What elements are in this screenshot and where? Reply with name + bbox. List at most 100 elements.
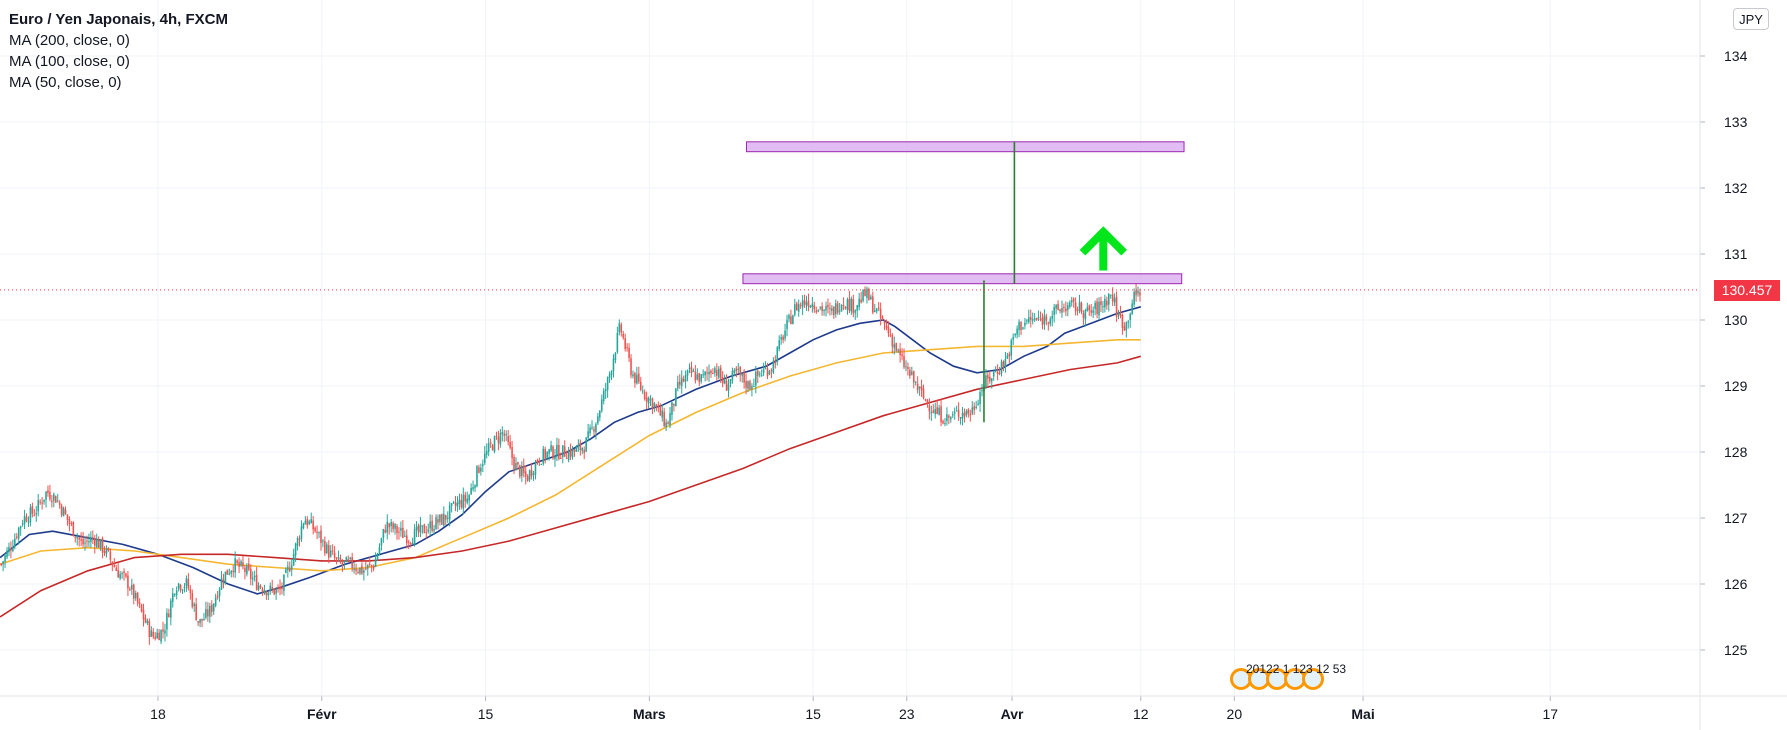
- candle-body: [1004, 359, 1007, 368]
- candle-body: [833, 306, 835, 315]
- candle-body: [160, 630, 162, 642]
- candle-body: [125, 573, 127, 577]
- ma-50-label[interactable]: MA (50, close, 0): [9, 74, 122, 91]
- candle-body: [1037, 316, 1040, 319]
- candle-body: [653, 403, 656, 408]
- candle-body: [778, 340, 781, 350]
- candle-body: [663, 411, 665, 427]
- candle-body: [43, 499, 45, 502]
- candle-body: [72, 521, 75, 537]
- candle-body: [911, 371, 913, 375]
- candle-body: [127, 575, 129, 589]
- ma-200-label[interactable]: MA (200, close, 0): [9, 32, 130, 49]
- ma-100-label[interactable]: MA (100, close, 0): [9, 53, 130, 70]
- currency-button[interactable]: JPY: [1733, 8, 1769, 30]
- candle-body: [1117, 312, 1120, 316]
- candle-body: [119, 573, 121, 579]
- candle-body: [214, 597, 217, 606]
- symbol-title[interactable]: Euro / Yen Japonais, 4h, FXCM: [9, 11, 228, 28]
- candle-body: [210, 604, 213, 612]
- candle-body: [29, 507, 32, 523]
- candle-body: [862, 290, 864, 301]
- candle-body: [19, 526, 22, 529]
- candle-body: [74, 536, 77, 538]
- economic-events[interactable]: 20122 1 123 12 53: [1230, 662, 1350, 692]
- candle-body: [277, 587, 279, 589]
- candle-body: [593, 429, 595, 432]
- candle-body: [1094, 302, 1096, 309]
- candle-body: [938, 407, 940, 415]
- candle-body: [807, 300, 810, 307]
- candle-body: [604, 389, 607, 392]
- candle-body: [171, 593, 174, 602]
- drawings[interactable]: [0, 141, 1700, 423]
- candle-body: [21, 523, 24, 525]
- candle-body: [322, 540, 324, 542]
- candle-body: [425, 532, 428, 534]
- candle-body: [589, 427, 591, 434]
- candle-body: [39, 501, 41, 503]
- candle-body: [772, 360, 775, 373]
- candle-body: [1045, 316, 1048, 321]
- candle-body: [121, 573, 123, 575]
- candle-body: [51, 500, 53, 503]
- candle-body: [209, 605, 211, 617]
- y-tick-label: 127: [1724, 510, 1748, 526]
- candle-body: [1020, 322, 1022, 331]
- candle-body: [817, 309, 820, 312]
- candle-body: [433, 529, 435, 531]
- candle-body: [201, 618, 203, 621]
- candle-body: [370, 565, 373, 567]
- candle-body: [1102, 306, 1104, 308]
- candle-body: [946, 414, 948, 422]
- candle-body: [386, 521, 389, 533]
- candle-body: [694, 371, 697, 381]
- candle-body: [82, 538, 84, 545]
- event-flag-icon[interactable]: [1302, 668, 1324, 690]
- candle-body: [363, 570, 365, 573]
- candle-body: [382, 529, 385, 538]
- candle-body: [667, 422, 669, 425]
- candle-body: [690, 366, 693, 373]
- candle-body: [955, 410, 958, 412]
- candle-body: [909, 369, 911, 376]
- candle-body: [203, 618, 205, 621]
- candle-body: [419, 524, 422, 533]
- candle-body: [345, 557, 348, 563]
- candle-body: [548, 449, 550, 454]
- candle-body: [944, 422, 946, 424]
- candle-body: [928, 405, 931, 412]
- candle-body: [493, 436, 496, 452]
- candle-body: [329, 550, 332, 557]
- candle-body: [1092, 310, 1094, 313]
- candle-body: [392, 523, 394, 530]
- candle-body: [1059, 309, 1061, 312]
- candle-body: [1018, 321, 1020, 330]
- candle-body: [417, 525, 420, 533]
- candle-body: [462, 494, 465, 509]
- candle-body: [148, 621, 151, 638]
- candle-body: [797, 304, 800, 312]
- events-label: 20122 1 123 12 53: [1246, 662, 1347, 676]
- candle-body: [522, 465, 525, 474]
- candle-body: [542, 448, 545, 464]
- candle-body: [741, 373, 743, 376]
- candle-body: [1082, 313, 1085, 318]
- candle-body: [875, 308, 878, 312]
- candle-body: [187, 579, 190, 589]
- candle-body: [327, 545, 330, 558]
- x-tick-label: 23: [899, 706, 915, 722]
- candle-body: [554, 456, 556, 460]
- candle-body: [870, 296, 872, 300]
- candle-body: [901, 354, 903, 357]
- candle-body: [628, 347, 630, 359]
- candle-body: [712, 372, 714, 374]
- candle-body: [1123, 326, 1126, 331]
- candle-body: [866, 288, 868, 298]
- y-tick-label: 128: [1724, 444, 1748, 460]
- candle-body: [573, 449, 576, 452]
- candle-body: [263, 590, 266, 594]
- candle-body: [723, 379, 726, 384]
- candle-body: [296, 537, 299, 546]
